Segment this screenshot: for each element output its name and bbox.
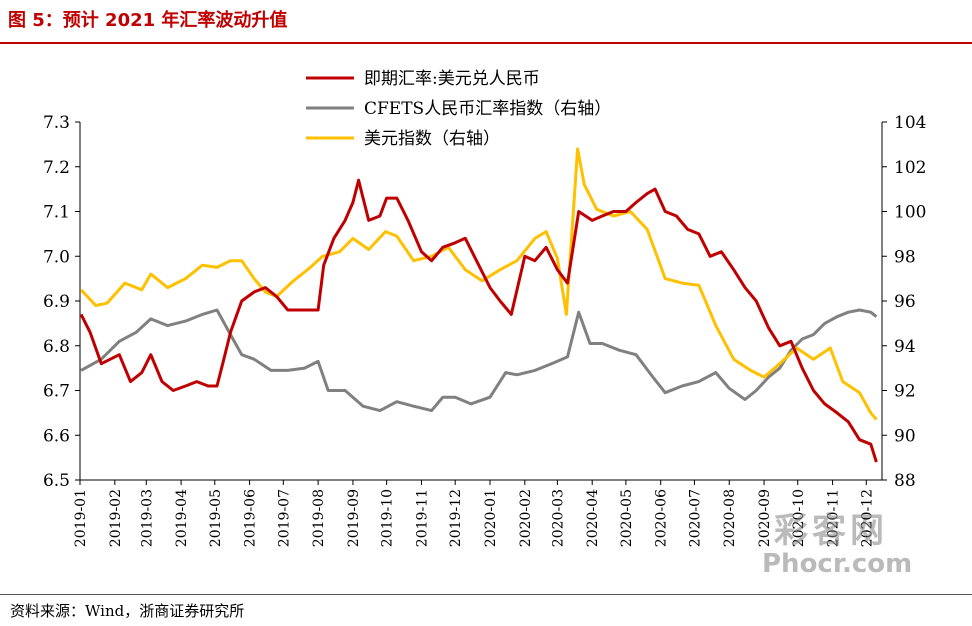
x-tick-label: 2019-09 xyxy=(346,489,362,547)
right-tick-label: 100 xyxy=(894,203,926,223)
x-tick-label: 2020-11 xyxy=(826,489,842,547)
chart-axes: 6.5 6.6 6.7 6.8 6.9 7.0 7.1 7.2 7.3 88 90 92 94 96 98 1… xyxy=(43,113,927,547)
left-tick-label: 6.9 xyxy=(43,292,70,312)
title-rule xyxy=(0,42,972,44)
left-tick-label: 7.3 xyxy=(43,113,70,133)
x-tick-label: 2019-02 xyxy=(108,489,124,547)
left-tick-label: 6.7 xyxy=(43,382,70,402)
x-tick-label: 2020-04 xyxy=(585,489,601,547)
x-tick-label: 2020-10 xyxy=(791,489,807,547)
right-tick-label: 90 xyxy=(894,426,916,446)
x-tick-label: 2019-11 xyxy=(414,489,430,547)
legend-label-2: 美元指数（右轴） xyxy=(364,129,500,149)
x-tick-label: 2020-12 xyxy=(859,489,875,547)
x-tick-label: 2019-05 xyxy=(208,489,224,547)
right-tick-label: 104 xyxy=(894,113,926,133)
right-tick-label: 96 xyxy=(894,292,916,312)
legend-label-1: CFETS人民币汇率指数（右轴） xyxy=(364,99,611,119)
x-tick-label: 2019-12 xyxy=(448,489,464,547)
x-tick-label: 2020-01 xyxy=(483,489,499,547)
x-tick-label: 2019-08 xyxy=(311,489,327,547)
x-tick-label: 2020-08 xyxy=(722,489,738,547)
x-tick-label: 2020-06 xyxy=(654,489,670,547)
x-tick-label: 2020-03 xyxy=(550,489,566,547)
line-chart: 6.5 6.6 6.7 6.8 6.9 7.0 7.1 7.2 7.3 88 90 92 94 96 98 1… xyxy=(43,69,927,547)
legend-label-0: 即期汇率:美元兑人民币 xyxy=(364,69,540,89)
series-line-0 xyxy=(79,178,878,463)
x-tick-label: 2020-02 xyxy=(518,489,534,547)
chart-lines xyxy=(79,147,878,463)
x-tick-label: 2020-09 xyxy=(757,489,773,547)
right-tick-label: 98 xyxy=(894,247,916,267)
left-tick-label: 7.0 xyxy=(43,247,70,267)
left-tick-label: 6.8 xyxy=(43,337,70,357)
left-tick-label: 7.2 xyxy=(43,158,70,178)
watermark-logo: 彩客网 Phocr.com xyxy=(762,503,962,593)
watermark-url: Phocr.com xyxy=(762,549,913,579)
left-tick-label: 6.5 xyxy=(43,471,70,491)
x-tick-label: 2019-03 xyxy=(139,489,155,547)
right-tick-label: 88 xyxy=(894,471,916,491)
left-tick-label: 6.6 xyxy=(43,426,70,446)
source-note: 资料来源：Wind，浙商证券研究所 xyxy=(10,602,245,620)
chart-legend: 即期汇率:美元兑人民币 CFETS人民币汇率指数（右轴） 美元指数（右轴） xyxy=(306,69,611,149)
source-rule xyxy=(0,594,972,595)
x-tick-label: 2019-10 xyxy=(380,489,396,547)
left-tick-label: 7.1 xyxy=(43,203,70,223)
right-tick-label: 92 xyxy=(894,382,916,402)
watermark-logo-text: 彩客网 xyxy=(774,511,888,551)
right-tick-label: 102 xyxy=(894,158,926,178)
x-tick-label: 2019-01 xyxy=(73,489,89,547)
x-tick-label: 2019-06 xyxy=(243,489,259,547)
right-tick-label: 94 xyxy=(894,337,916,357)
x-tick-label: 2020-05 xyxy=(619,489,635,547)
figure-title: 图 5：预计 2021 年汇率波动升值 xyxy=(8,10,288,31)
x-tick-label: 2020-07 xyxy=(687,489,703,547)
x-tick-label: 2019-07 xyxy=(276,489,292,547)
series-line-1 xyxy=(80,308,878,413)
x-tick-label: 2019-04 xyxy=(174,489,190,547)
series-line-2 xyxy=(80,147,878,421)
